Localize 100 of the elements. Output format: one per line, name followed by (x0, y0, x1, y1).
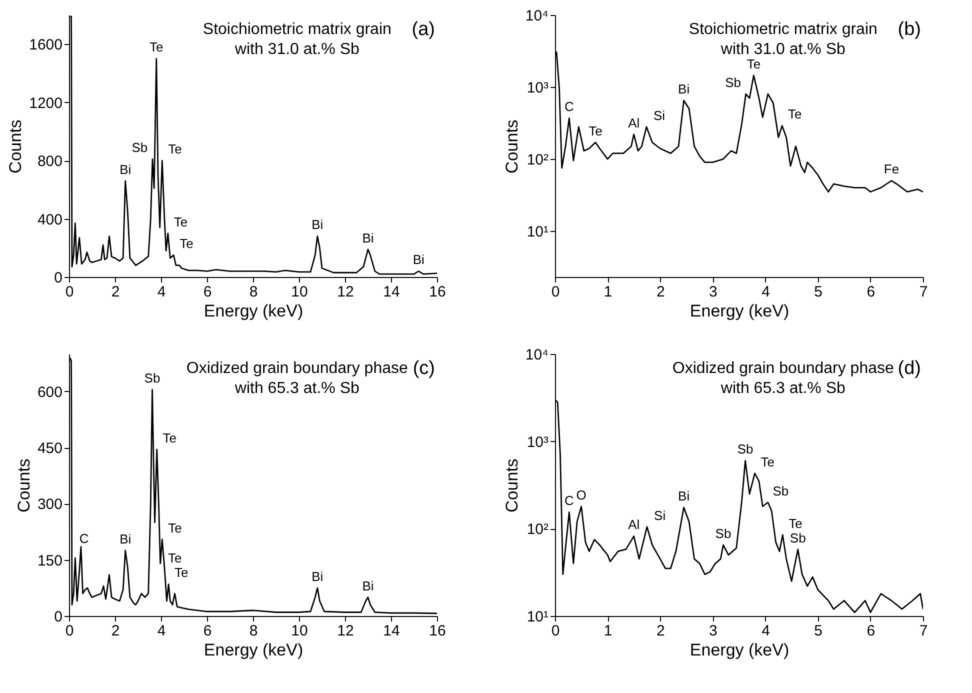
annotation: Sb (715, 526, 732, 542)
annotation: Te (174, 214, 188, 230)
x-tick-label: 5 (814, 284, 823, 300)
x-tick-label: 4 (157, 284, 166, 300)
y-tick-label: 450 (37, 440, 62, 458)
annotation: (c) (412, 358, 435, 379)
x-tick-label: 0 (65, 622, 74, 640)
annotation: Te (788, 106, 802, 122)
annotation: Bi (412, 252, 424, 268)
annotation: Bi (678, 81, 690, 96)
annotation: Bi (678, 488, 690, 504)
annotation: Te (162, 430, 177, 446)
x-axis-title: Energy (keV) (204, 302, 304, 320)
x-tick-label: 3 (709, 622, 718, 640)
annotation: Te (588, 123, 602, 138)
y-axis-title: Counts (6, 120, 26, 174)
annotation: Bi (362, 230, 374, 246)
x-tick-label: 6 (866, 284, 876, 300)
x-tick-label: 16 (429, 284, 446, 300)
x-axis-title: Energy (keV) (690, 302, 790, 320)
x-tick-label: 6 (866, 622, 876, 640)
y-tick-label: 10² (526, 152, 548, 169)
y-tick-label: 400 (37, 211, 62, 228)
y-axis-title: Counts (502, 120, 522, 174)
annotation: C (564, 99, 574, 114)
annotation: Te (150, 40, 164, 55)
x-tick-label: 12 (337, 284, 354, 300)
annotation: Te (168, 550, 182, 566)
annotation: Sb (772, 483, 789, 498)
y-tick-label: 10² (526, 521, 548, 538)
y-tick-label: 10³ (526, 80, 548, 97)
x-tick-label: 6 (203, 284, 212, 300)
chart-title: Oxidized grain boundary phase (672, 360, 894, 377)
x-tick-label: 8 (249, 284, 258, 300)
x-tick-label: 10 (291, 284, 308, 300)
x-tick-label: 14 (383, 622, 400, 640)
annotation: Te (760, 454, 774, 470)
annotation: Bi (312, 217, 324, 232)
x-tick-label: 6 (203, 622, 212, 640)
y-axis-title: Counts (502, 458, 522, 512)
annotation: Sb (132, 140, 148, 156)
text: with 31.0 at.% Sb (234, 41, 360, 58)
annotation: Al (628, 517, 640, 532)
y-tick-label: 10⁴ (525, 8, 548, 24)
y-tick-label: 10³ (526, 434, 548, 451)
x-tick-label: 1 (604, 622, 612, 640)
y-tick-label: 10⁴ (525, 346, 548, 364)
x-axis-title: Energy (keV) (204, 640, 304, 660)
x-tick-label: 14 (383, 284, 400, 300)
x-tick-label: 1 (604, 284, 612, 300)
chart-title: Stoichiometric matrix grain (688, 21, 878, 38)
chart-title: Stoichiometric matrix grain (202, 21, 392, 38)
y-tick-label: 10¹ (526, 224, 548, 241)
y-tick-label: 1600 (29, 36, 62, 54)
annotation: Bi (120, 162, 132, 177)
annotation: C (79, 530, 89, 546)
x-tick-label: 4 (762, 284, 770, 300)
chart-title: Oxidized grain boundary phase (186, 360, 408, 377)
x-tick-label: 4 (157, 622, 166, 640)
x-tick-label: 7 (919, 622, 928, 640)
annotation: Bi (362, 578, 374, 594)
annotation: Si (654, 508, 666, 523)
text: with 31.0 at.% Sb (720, 41, 846, 58)
x-tick-label: 2 (656, 622, 665, 640)
x-tick-label: 0 (65, 284, 74, 300)
annotation: Te (788, 516, 802, 531)
y-tick-label: 300 (37, 496, 62, 514)
x-tick-label: 3 (709, 284, 718, 300)
y-tick-label: 800 (37, 153, 62, 170)
annotation: Sb (790, 530, 806, 546)
annotation: Sb (144, 370, 160, 386)
annotation: Te (174, 565, 188, 580)
annotation: Al (628, 115, 640, 130)
annotation: Te (180, 236, 194, 252)
y-tick-label: 150 (37, 552, 62, 570)
y-tick-label: 10¹ (526, 608, 548, 626)
annotation: (d) (898, 358, 921, 379)
y-tick-label: 0 (54, 270, 62, 286)
y-tick-label: 600 (37, 384, 62, 401)
text: with 65.3 at.% Sb (234, 380, 360, 397)
y-tick-label: 1200 (29, 94, 62, 112)
x-tick-label: 8 (249, 622, 258, 640)
annotation: Fe (884, 162, 900, 177)
y-tick-label: 0 (54, 608, 62, 626)
x-axis-title: Energy (keV) (690, 640, 790, 660)
x-tick-label: 0 (551, 622, 560, 640)
x-tick-label: 5 (814, 622, 823, 640)
text: with 65.3 at.% Sb (720, 380, 846, 397)
annotation: Si (653, 108, 666, 123)
annotation: (a) (412, 19, 435, 40)
x-tick-label: 10 (291, 622, 308, 640)
x-tick-label: 12 (337, 622, 354, 640)
x-tick-label: 0 (551, 284, 560, 300)
x-tick-label: 7 (919, 284, 928, 300)
annotation: C (564, 493, 574, 508)
x-tick-label: 4 (762, 622, 770, 640)
x-tick-label: 2 (111, 622, 120, 640)
annotation: Te (746, 56, 761, 72)
annotation: Te (168, 142, 182, 157)
annotation: Sb (725, 74, 741, 90)
